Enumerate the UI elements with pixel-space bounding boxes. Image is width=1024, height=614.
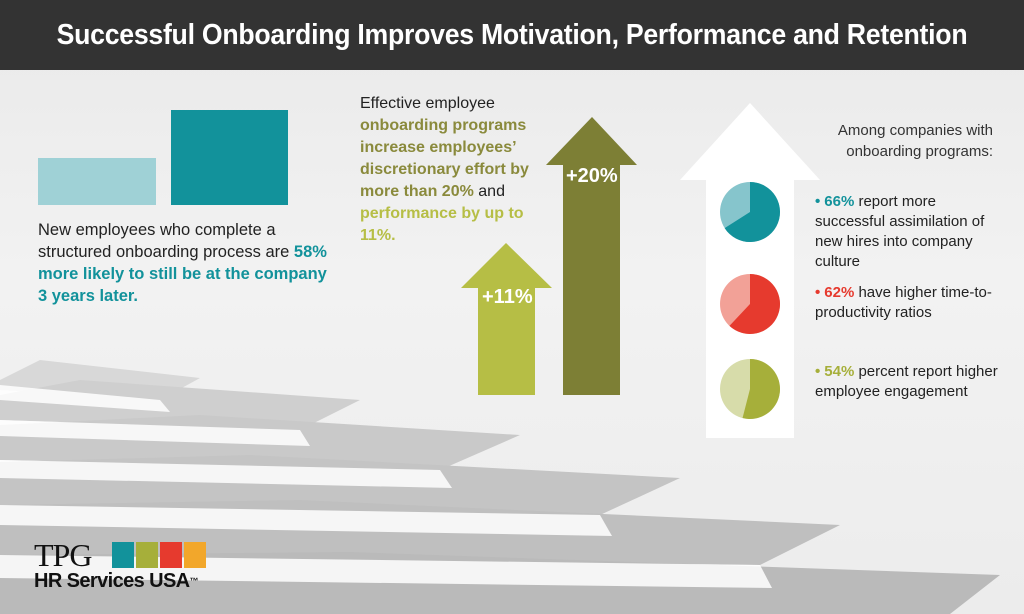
retention-text: New employees who complete a structured …: [38, 221, 290, 261]
company-logo: TPG HR Services USA™: [34, 537, 206, 592]
stat-engagement: • 54% percent report higher employee enga…: [815, 362, 1005, 402]
retention-bar-after: [171, 110, 288, 205]
pie-slice: [742, 359, 780, 419]
stat-productivity-pct: 62%: [824, 284, 855, 301]
page-title: Successful Onboarding Improves Motivatio…: [56, 18, 968, 51]
arrow-effort-label: +20%: [566, 165, 618, 187]
retention-statement: New employees who complete a structured …: [38, 219, 328, 307]
effort-text-1: Effective employee: [360, 95, 495, 112]
stat-assimilation-text: report more successful assimilation of n…: [815, 193, 985, 270]
arrow-effort: [546, 117, 637, 395]
stat-engagement-pct: 54%: [824, 363, 855, 380]
logo-trademark: ™: [189, 576, 199, 586]
bullet-icon: •: [815, 284, 821, 301]
retention-highlight: 58% more likely to still be at the compa…: [38, 243, 327, 305]
stat-assimilation: • 66% report more successful assimilation…: [815, 192, 1005, 272]
bullet-icon: •: [815, 363, 821, 380]
logo-subtitle-text: HR Services USA: [34, 570, 190, 592]
stat-productivity-text: have higher time-to-productivity ratios: [815, 284, 992, 321]
pie-slice: [729, 274, 780, 334]
arrow-performance: [461, 243, 552, 395]
effort-text-and: and: [478, 183, 505, 200]
stat-productivity: • 62% have higher time-to-productivity ra…: [815, 283, 1005, 323]
logo-square: [136, 542, 158, 568]
logo-square: [184, 542, 206, 568]
retention-bar-before: [38, 158, 156, 205]
logo-square: [112, 542, 134, 568]
arrow-performance-label: +11%: [482, 286, 533, 308]
logo-subtitle: HR Services USA™: [34, 570, 199, 592]
stat-engagement-text: percent report higher employee engagemen…: [815, 363, 998, 400]
logo-tpg: TPG: [34, 537, 92, 573]
logo-square: [160, 542, 182, 568]
companies-heading: Among companies with onboarding programs…: [837, 122, 993, 160]
stat-assimilation-pct: 66%: [824, 193, 855, 210]
pie-slice: [724, 182, 781, 242]
header-bar: Successful Onboarding Improves Motivatio…: [0, 0, 1024, 70]
logo-squares: [112, 542, 208, 568]
bullet-icon: •: [815, 193, 821, 210]
performance-highlight: performance by up to 11%.: [360, 205, 524, 244]
effort-highlight: onboarding programs increase employees’ …: [360, 117, 529, 200]
effort-statement: Effective employee onboarding programs i…: [360, 93, 560, 247]
